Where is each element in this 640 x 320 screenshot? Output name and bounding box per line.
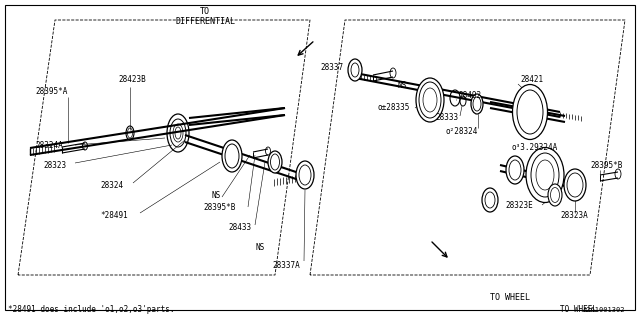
- Text: 28333: 28333: [435, 114, 458, 123]
- Text: TO WHEEL: TO WHEEL: [490, 293, 530, 302]
- Text: 28337: 28337: [320, 63, 343, 73]
- Text: NS: NS: [255, 244, 264, 252]
- Ellipse shape: [506, 156, 524, 184]
- Text: 28323A: 28323A: [560, 211, 588, 220]
- Text: o±28335: o±28335: [378, 103, 410, 113]
- Text: 28395*B: 28395*B: [203, 204, 236, 212]
- Text: NS: NS: [212, 190, 221, 199]
- Text: 28395*B: 28395*B: [590, 161, 622, 170]
- Text: 28324: 28324: [100, 180, 123, 189]
- Text: TO: TO: [200, 7, 210, 17]
- Text: A261001302: A261001302: [582, 307, 625, 313]
- Text: *28491 does include 'o1,o2,o3'parts.: *28491 does include 'o1,o2,o3'parts.: [8, 306, 175, 315]
- Ellipse shape: [296, 161, 314, 189]
- Text: DIFFERENTIAL: DIFFERENTIAL: [175, 18, 235, 27]
- Ellipse shape: [222, 140, 242, 172]
- Ellipse shape: [482, 188, 498, 212]
- Ellipse shape: [471, 94, 483, 114]
- Text: 28421: 28421: [520, 76, 543, 84]
- Text: 28324A: 28324A: [35, 140, 63, 149]
- Ellipse shape: [513, 84, 547, 140]
- Text: o³3.29324A: o³3.29324A: [512, 143, 558, 153]
- Ellipse shape: [548, 184, 562, 206]
- Text: 28492: 28492: [458, 91, 481, 100]
- Text: 28433: 28433: [228, 223, 251, 233]
- Ellipse shape: [348, 59, 362, 81]
- Text: *28491: *28491: [100, 211, 128, 220]
- Text: 28337A: 28337A: [272, 260, 300, 269]
- Text: 28323: 28323: [43, 161, 66, 170]
- Text: 28323E: 28323E: [505, 201, 532, 210]
- Ellipse shape: [526, 148, 564, 203]
- Ellipse shape: [268, 151, 282, 173]
- Text: o²28324: o²28324: [445, 127, 477, 137]
- Text: TO WHEEL: TO WHEEL: [560, 306, 597, 315]
- Ellipse shape: [564, 169, 586, 201]
- Text: NS: NS: [398, 81, 407, 90]
- Text: 28395*A: 28395*A: [35, 87, 67, 97]
- Text: 28423B: 28423B: [118, 76, 146, 84]
- Ellipse shape: [416, 78, 444, 122]
